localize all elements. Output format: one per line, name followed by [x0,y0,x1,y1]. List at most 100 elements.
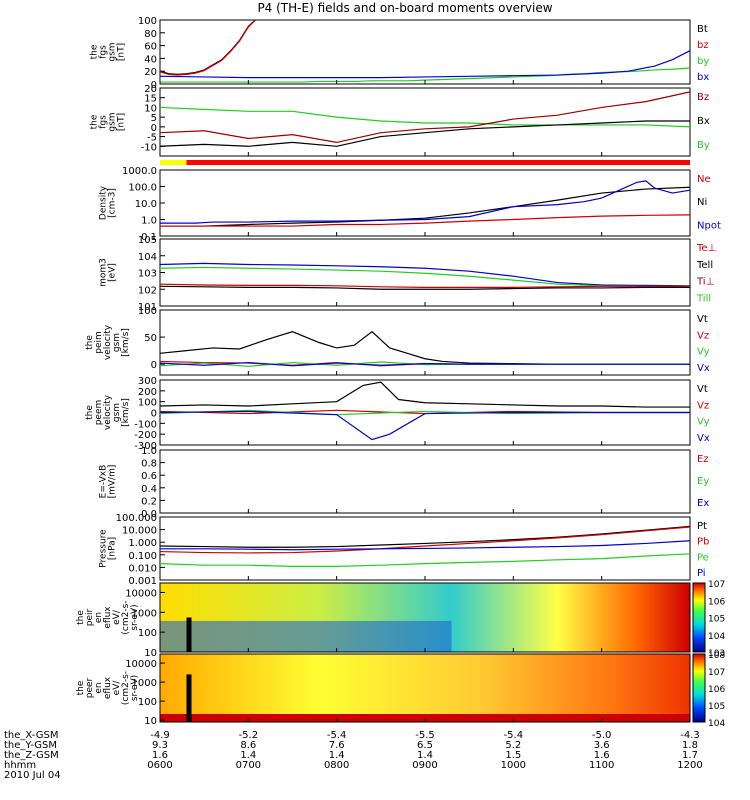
y-tick-label: 10 [144,716,157,727]
series-line-by [160,67,691,83]
series-line-bz [159,19,256,76]
colorbar-tick-label: 107 [708,580,725,590]
y-tick-label: 20 [144,67,157,78]
y-tick-label: 300 [138,376,157,387]
y-axis-label: fgs [99,45,109,59]
y-tick-label: 0 [151,123,157,134]
colorbar-tick-label: 104 [708,719,725,729]
footer-time-labels-value: 1000 [501,760,526,771]
panel-5: 0 50 100 the peim velocity gsm [km/s] Vt Vz Vy Vx [85,306,710,376]
y-tick-label: 100 [138,697,157,708]
y-axis-label: eflux [103,676,113,699]
footer-y-label: the_Y-GSM [4,740,57,751]
y-axis-label: eV/ [112,609,122,625]
y-axis-label: the [90,114,100,129]
footer-x-label: the_X-GSM [4,730,58,741]
series-line-bt [159,19,256,76]
y-tick-label: -200 [134,430,157,441]
legend-entry: Vz [697,400,709,411]
y-axis-label: E=-VxB [99,465,109,499]
y-tick-label: 40 [144,54,157,65]
colorbar-tick-label: 105 [708,615,725,625]
y-tick-label: 0.8 [141,459,157,470]
footer-time-labels-value: 0900 [412,760,437,771]
y-tick-label: 10 [144,648,157,659]
y-tick-label: -10 [141,142,157,153]
footer-x-gsm-value: -5.4 [504,730,524,741]
footer-time-labels-value: 0700 [236,760,261,771]
series-line-tell [159,285,690,290]
footer-hhmm-label: hhmm [4,760,36,771]
legend-entry: Bx [697,116,710,127]
series-line-bx [159,120,690,147]
legend-entry: Pe [697,552,709,563]
heatmap-gap [186,674,192,722]
series-line-bz [159,91,691,144]
series-line-ne [160,214,691,227]
footer-time-labels-value: 1100 [589,760,614,771]
colorbar-tick-label: 107 [708,668,725,678]
y-axis-label: sr-eV) [130,675,140,701]
series-line-npot [160,180,691,224]
y-tick-label: 0.100 [128,551,157,562]
footer-x-gsm-value: -5.5 [415,730,435,741]
footer-y-gsm-value: 8.6 [240,740,256,751]
series-line-till [159,266,690,287]
y-tick-label: 0.4 [141,484,157,495]
colorbar-tick-label: 105 [708,702,725,712]
series-line-vt [159,381,690,408]
y-axis-label: (cm2-s- [121,600,131,634]
y-axis-label: the [85,405,95,420]
series-line-vx [159,410,690,441]
legend-entry: Vt [697,384,708,395]
y-tick-label: 1.000 [128,538,157,549]
panel-frame [159,238,691,307]
y-tick-label: 80 [144,29,157,40]
series-line-ti [159,262,691,287]
colorbar-tick-label: 106 [708,685,725,695]
y-tick-label: 100 [138,628,157,639]
y-axis-label: velocity [103,324,113,360]
y-axis-label: eV/ [112,680,122,696]
y-tick-label: 10.000 [122,526,157,537]
colorbar-tick-label: 103 [708,649,725,659]
y-tick-label: 200 [138,387,157,398]
y-axis-label: gsm [108,112,118,131]
y-tick-label: 100.000 [116,513,157,524]
y-tick-label: 20 [144,84,157,95]
y-tick-label: -100 [134,419,157,430]
panel-7: 0.0 0.20.4 0.60.8 1.0 E=-VxB [mV/m] Ez Ey Ex [99,446,710,520]
y-axis-label: the [85,335,95,350]
y-tick-label: 0.001 [128,576,157,587]
y-axis-label: peir [85,608,95,626]
legend-entry: Pt [697,521,707,532]
legend-entry: Ni [697,197,707,208]
heatmap-image [160,654,690,722]
y-tick-label: 0.1 [141,232,157,243]
y-tick-label: 10000 [125,659,157,670]
y-axis-label: gsm [112,333,122,352]
y-axis-label: peim [94,331,104,354]
legend-entry: Ey [697,476,709,487]
y-tick-label: 100 [138,306,157,317]
y-tick-label: 10000 [125,588,157,599]
footer-group: the_X-GSM the_Y-GSM the_Z-GSM hhmm 2010 … [4,730,703,781]
y-tick-label: 103 [138,269,157,280]
series-line-vx [159,361,690,367]
series-line-pi [160,540,691,551]
y-axis-label: [nT] [117,43,127,61]
legend-entry: Vy [697,417,710,428]
legend-entry: bz [697,40,709,51]
panel-9: 103 104 105 106 107 10 100 1000 10000 the peir en ef… [76,580,725,659]
series-line-ni [160,186,691,227]
y-tick-label: 1.0 [141,446,157,457]
y-tick-label: -5 [147,133,157,144]
legend-entry: By [697,140,710,151]
panel-3: 0.1 1.0 10.0 100.0 1000.0 Density [cm-3] Ne Ni Np… [99,166,721,243]
series-line-by [159,106,691,128]
y-axis-label: en [94,612,104,623]
